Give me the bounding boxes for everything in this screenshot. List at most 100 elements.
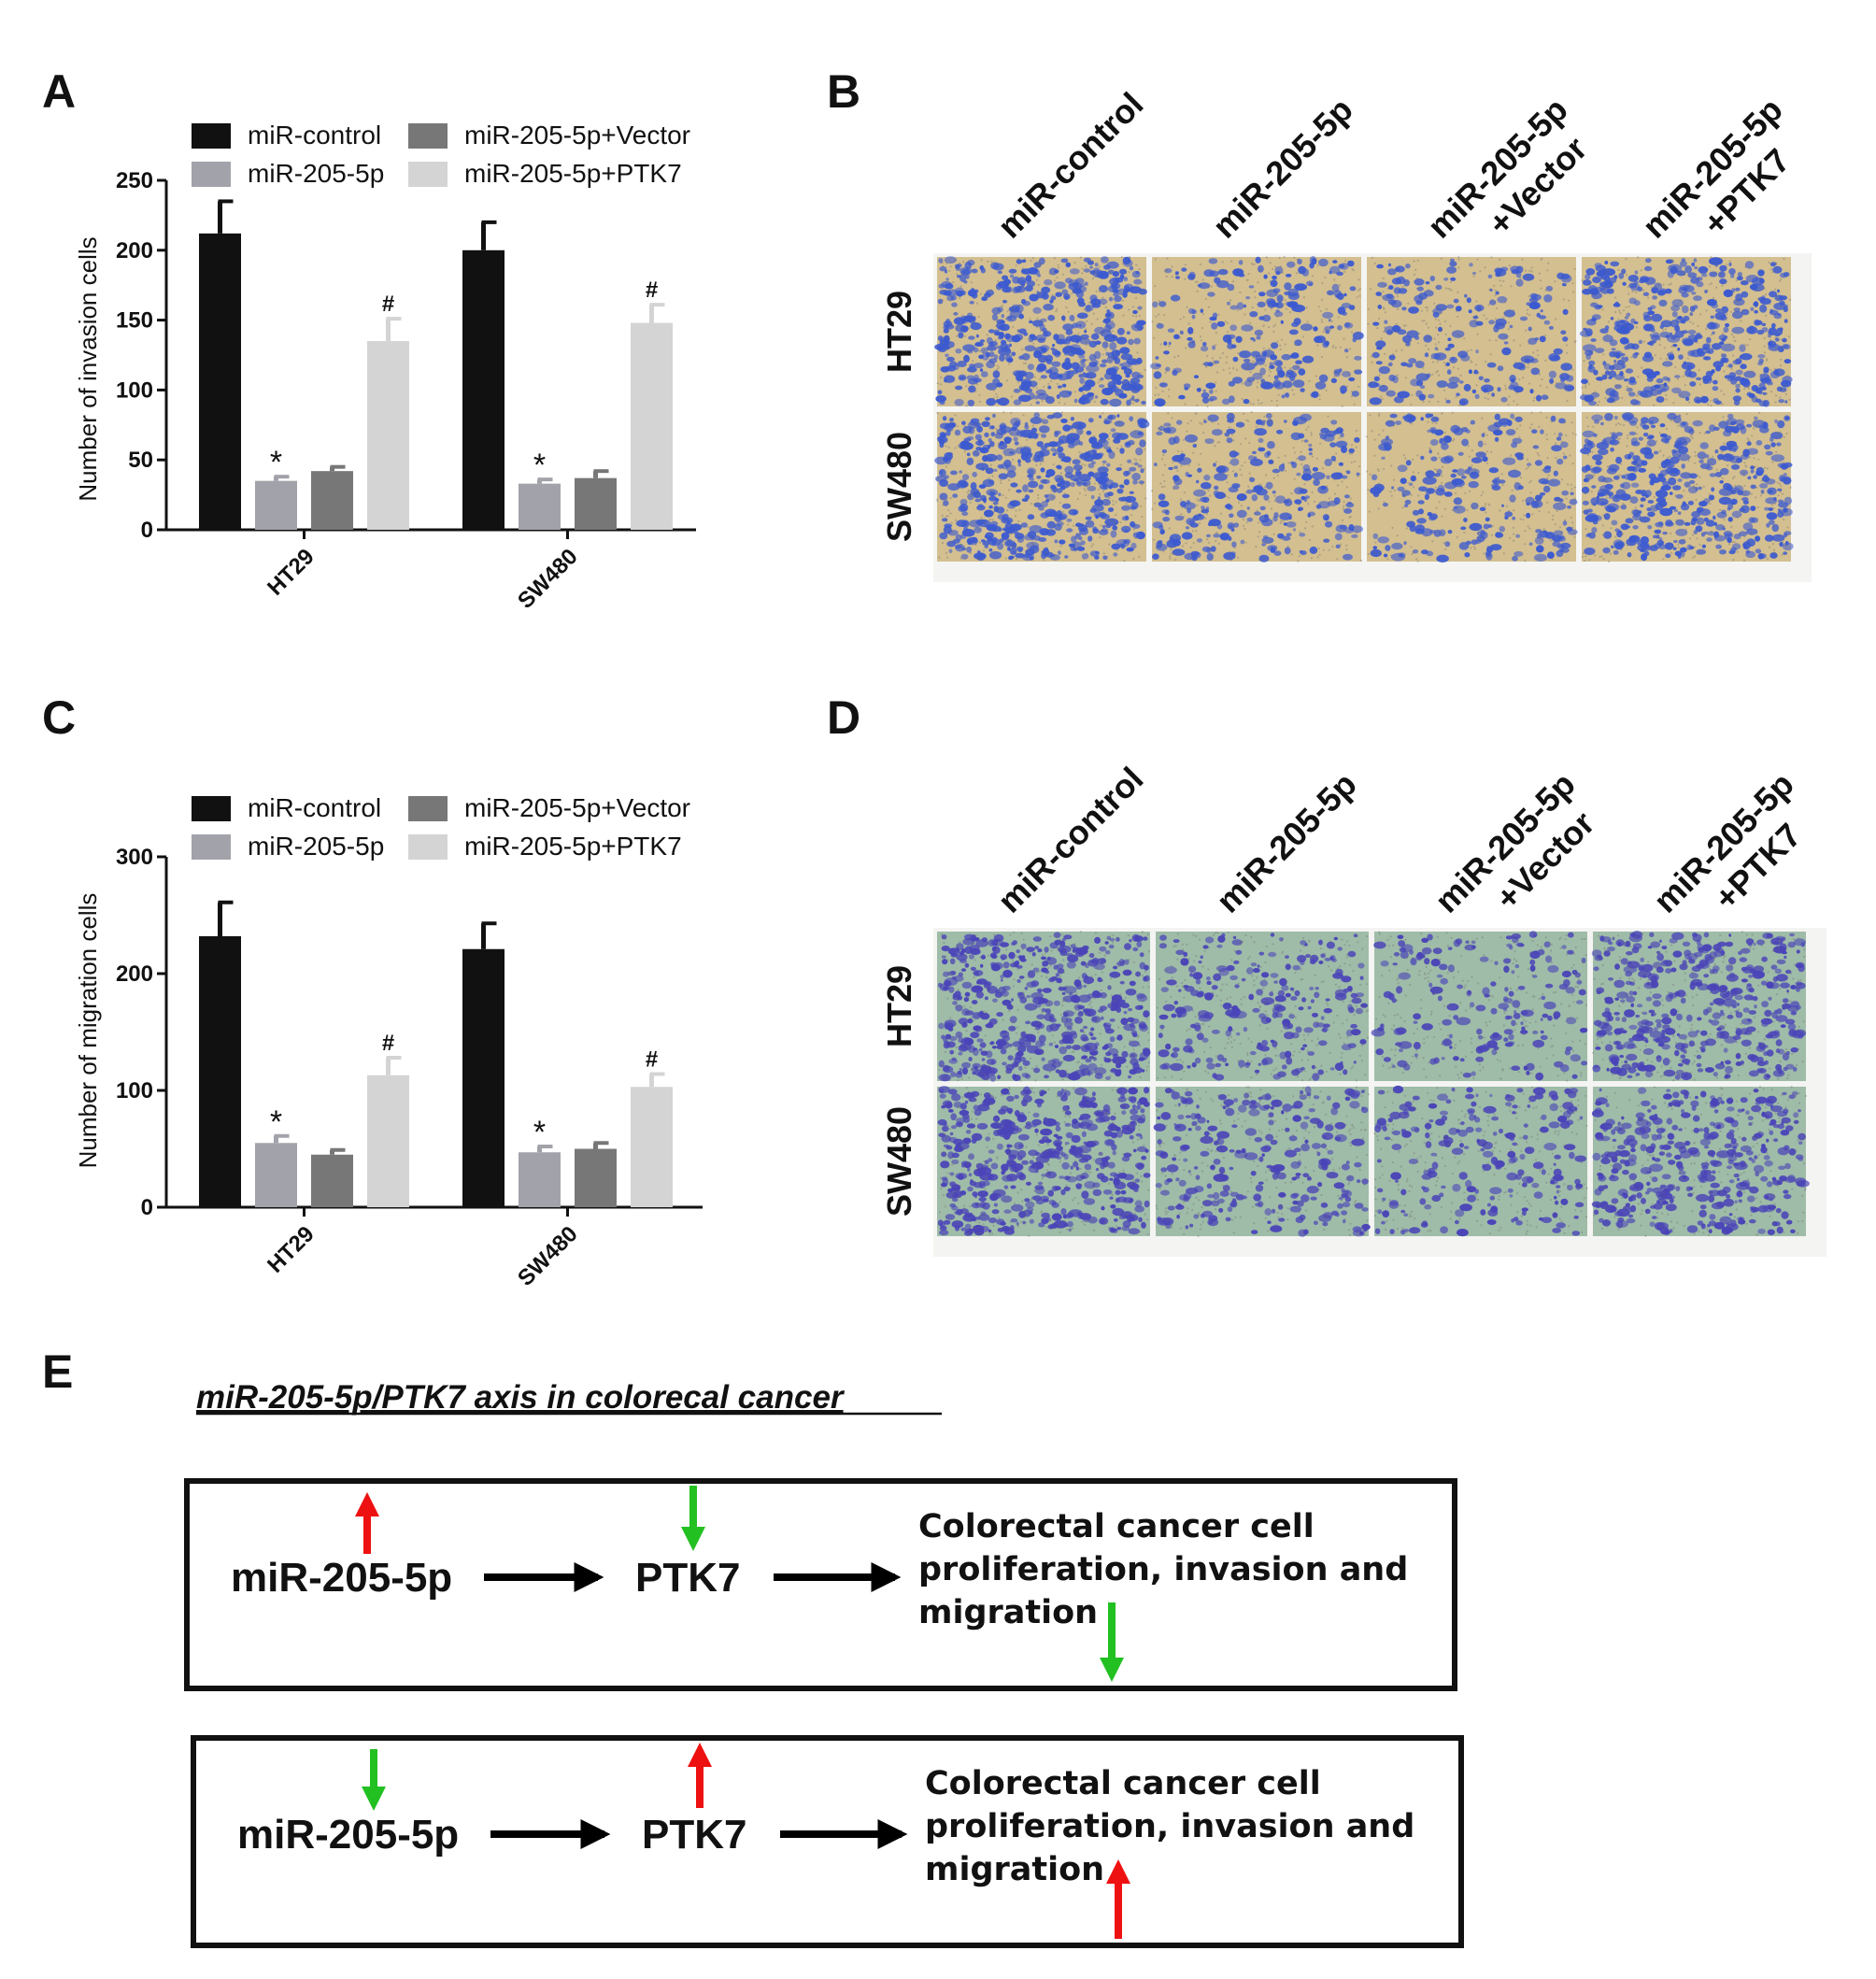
legend-label-mir-205-5p-vector: miR-205-5p+Vector: [464, 121, 690, 149]
membrane-pores: [936, 411, 1147, 562]
bar-mir-205-5p-ht29: [255, 480, 297, 530]
stained-cells: [937, 932, 1151, 1082]
legend-label-mir-205-5p: miR-205-5p: [248, 159, 384, 188]
y-tick-label: 50: [128, 448, 153, 473]
membrane-pores: [1367, 256, 1577, 406]
micrograph-sw480-mir-205-5p-vector: [1366, 411, 1578, 562]
bar-mir-205-5p-ptk7-ht29: [367, 341, 409, 530]
bar-mir-205-5p-sw480: [519, 483, 561, 530]
legend-label-mir-205-5p: miR-205-5p: [248, 832, 384, 861]
y-tick-label: 0: [141, 1195, 153, 1220]
target-up-arrow-icon: [688, 1743, 712, 1808]
membrane-pores: [938, 1086, 1150, 1237]
bar-mir-205-5p-ptk7-sw480: [631, 1087, 673, 1207]
membrane-pores: [1155, 1086, 1370, 1238]
outcome-text-line: proliferation, invasion and: [925, 1808, 1414, 1845]
row-header-sw480: SW480: [880, 432, 918, 542]
stained-cells: [934, 256, 1147, 407]
bar-mir-control-ht29: [199, 233, 241, 530]
y-tick-label: 250: [116, 168, 153, 193]
micrograph-ht29-mir-205-5p-ptk7: [1591, 931, 1807, 1082]
panel-letter-c: C: [42, 691, 76, 744]
stained-cells: [934, 412, 1150, 562]
migration-bar-chart: miR-control miR-205-5p miR-205-5p+Vector mi…: [74, 793, 703, 1291]
bar-mir-205-5p-vector-sw480: [575, 1148, 617, 1207]
target-node-label: PTK7: [635, 1555, 740, 1601]
legend-label-mir-205-5p-ptk7: miR-205-5p+PTK7: [464, 832, 682, 861]
target-down-arrow-icon: [681, 1486, 705, 1551]
mirna-up-arrow-icon: [355, 1492, 379, 1554]
migration-chart-legend: miR-control miR-205-5p miR-205-5p+Vector mi…: [192, 793, 690, 861]
membrane-pores: [936, 255, 1146, 407]
significance-star: *: [533, 448, 546, 483]
micrograph-ht29-mir-205-5p-ptk7: [1579, 256, 1793, 407]
micrograph-sw480-mir-205-5p: [1151, 411, 1364, 562]
axis-box-border: [184, 1478, 1457, 1691]
bar-mir-control-sw480: [462, 249, 505, 530]
legend-swatch-mir-205-5p: [192, 162, 231, 187]
micrograph-sw480-mir-205-5p-ptk7: [1591, 1086, 1810, 1237]
y-tick-label: 150: [116, 308, 153, 334]
significance-hash: #: [646, 1047, 658, 1073]
stained-cells: [1152, 412, 1364, 562]
panel-letter-d: D: [827, 691, 860, 744]
invasion-chart-legend: miR-control miR-205-5p miR-205-5p+Vector mi…: [192, 121, 690, 188]
stained-cells: [1579, 257, 1793, 407]
micrograph-ht29-mir-205-5p: [1149, 255, 1364, 408]
y-tick-label: 0: [141, 518, 153, 543]
axis-box-1: miR-205-5p PTK7 Colorectal cancer cell prol…: [184, 1478, 1457, 1691]
bar-mir-205-5p-ptk7-sw480: [631, 322, 673, 530]
column-header-1: miR-205-5p: [1205, 90, 1360, 245]
panel-letter-b: B: [827, 65, 860, 118]
panel-letter-a: A: [42, 65, 76, 118]
axis-box-border: [191, 1735, 1464, 1948]
significance-star: *: [270, 445, 282, 480]
x-tick-label-sw480: SW480: [513, 544, 583, 614]
panel-letter-e: E: [42, 1345, 73, 1398]
stained-cells: [1580, 412, 1794, 562]
migration-micrograph-grid: miR-control miR-205-5p miR-205-5p+Vector mi…: [880, 760, 1826, 1257]
outcome-text-line: proliferation, invasion and: [918, 1551, 1408, 1588]
outcome-text-line: Colorectal cancer cell: [918, 1508, 1315, 1545]
row-header-ht29: HT29: [880, 965, 918, 1047]
legend-label-mir-control: miR-control: [248, 121, 381, 149]
membrane-pores: [1375, 931, 1588, 1082]
micrograph-ht29-mir-control: [934, 255, 1147, 407]
bar-mir-205-5p-ptk7-ht29: [367, 1075, 409, 1207]
significance-star: *: [270, 1104, 282, 1140]
stained-cells: [1371, 931, 1588, 1081]
micrograph-sw480-mir-205-5p: [1153, 1086, 1371, 1238]
stained-cells: [1368, 258, 1575, 406]
micrograph-ht29-mir-205-5p-vector: [1367, 256, 1577, 406]
stained-cells: [1158, 933, 1368, 1081]
micrograph-ht29-mir-control: [937, 931, 1151, 1082]
legend-label-mir-control: miR-control: [248, 793, 381, 822]
micrograph-sw480-mir-205-5p-ptk7: [1580, 411, 1794, 563]
membrane-pores: [1592, 931, 1806, 1082]
outcome-text-line: Colorectal cancer cell: [925, 1765, 1321, 1802]
bar-mir-205-5p-vector-ht29: [311, 1154, 353, 1207]
stained-cells: [1374, 1085, 1586, 1237]
axis-diagram: miR-205-5p/PTK7 axis in colorecal cancer…: [184, 1379, 1464, 1948]
y-tick-label: 200: [116, 961, 153, 987]
micrograph-sw480-mir-control: [937, 1086, 1151, 1237]
invasion-y-axis-label: Number of invasion cells: [74, 236, 102, 501]
target-node-label: PTK7: [642, 1812, 746, 1858]
micrograph-ht29-mir-205-5p: [1156, 931, 1370, 1082]
row-header-sw480: SW480: [880, 1106, 918, 1217]
column-header-line: miR-205-5p: [1209, 764, 1364, 919]
y-tick-label: 300: [116, 845, 153, 870]
micrograph-ht29-mir-205-5p-vector: [1371, 931, 1588, 1082]
significance-hash: #: [382, 292, 394, 317]
significance-hash: #: [382, 1031, 394, 1056]
membrane-pores: [1151, 255, 1361, 408]
legend-label-mir-205-5p-vector: miR-205-5p+Vector: [464, 793, 690, 822]
membrane-pores: [1151, 411, 1363, 562]
column-header-line: miR-205-5p: [1205, 90, 1360, 245]
y-tick-label: 100: [116, 377, 153, 403]
axis-box-2: miR-205-5p PTK7 Colorectal cancer cell prol…: [191, 1735, 1464, 1948]
mirna-node-label: miR-205-5p: [231, 1555, 452, 1601]
bar-mir-205-5p-vector-ht29: [311, 471, 353, 530]
membrane-pores: [1373, 1086, 1588, 1235]
